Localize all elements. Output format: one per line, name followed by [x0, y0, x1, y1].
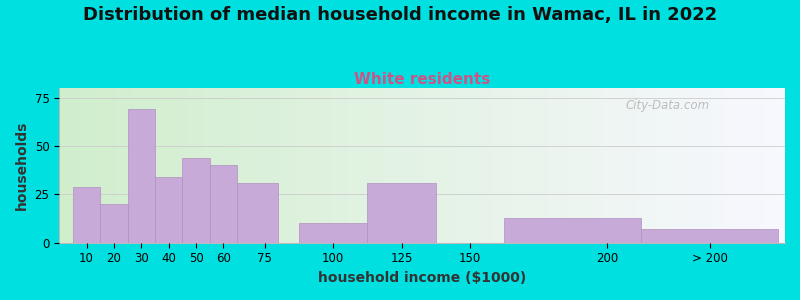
- Text: Distribution of median household income in Wamac, IL in 2022: Distribution of median household income …: [83, 6, 717, 24]
- Y-axis label: households: households: [15, 121, 29, 210]
- Bar: [182, 158, 210, 243]
- Bar: [504, 218, 642, 243]
- Bar: [237, 183, 278, 243]
- Title: White residents: White residents: [354, 72, 490, 87]
- Bar: [642, 229, 778, 243]
- Text: City-Data.com: City-Data.com: [626, 99, 710, 112]
- Bar: [73, 187, 100, 243]
- Bar: [210, 165, 237, 243]
- Bar: [128, 110, 155, 243]
- Bar: [367, 183, 436, 243]
- Bar: [155, 177, 182, 243]
- X-axis label: household income ($1000): household income ($1000): [318, 271, 526, 285]
- Bar: [100, 204, 128, 243]
- Bar: [299, 224, 367, 243]
